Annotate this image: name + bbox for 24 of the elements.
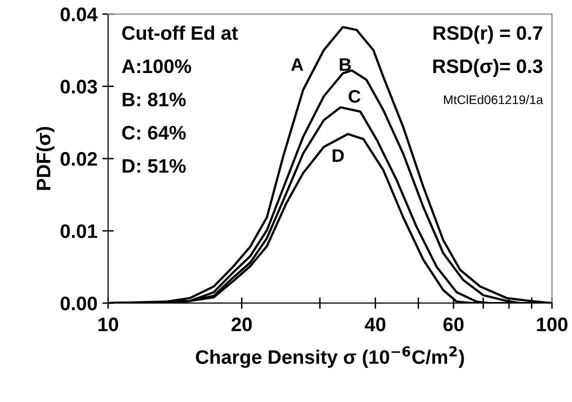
annotation: C: 64%	[122, 126, 186, 140]
annotation: Cut-off Ed at	[122, 26, 238, 40]
y-tick-label: 0.03	[60, 80, 97, 94]
annotation: B: 81%	[122, 92, 186, 106]
annotation: MtClEd061219/1a	[444, 95, 544, 104]
annotation: RSD(σ)= 0.3	[433, 58, 542, 77]
x-tick-label: 100	[536, 318, 568, 332]
y-tick-label: 0.00	[60, 296, 97, 310]
annotation: D: 51%	[122, 159, 186, 173]
x-tick-label: 40	[364, 318, 386, 332]
x-tick-label: 60	[443, 318, 464, 332]
annotation: A:100%	[122, 59, 192, 74]
annotation: B	[340, 58, 351, 71]
y-tick-label: 0.02	[60, 152, 97, 166]
x-tick-label: 20	[232, 318, 252, 332]
annotation: A	[291, 58, 304, 71]
annotation: D	[332, 149, 344, 162]
y-axis-title: PDF(σ)	[36, 126, 54, 190]
annotation: RSD(r) = 0.7	[434, 26, 542, 44]
annotation: C	[348, 90, 360, 103]
y-tick-label: 0.01	[60, 224, 98, 238]
x-tick-label: 10	[98, 318, 118, 332]
y-tick-label: 0.04	[60, 8, 98, 22]
x-axis-title: Charge Density σ (10$^{−6}$C/m$^{2}$)	[196, 346, 464, 368]
